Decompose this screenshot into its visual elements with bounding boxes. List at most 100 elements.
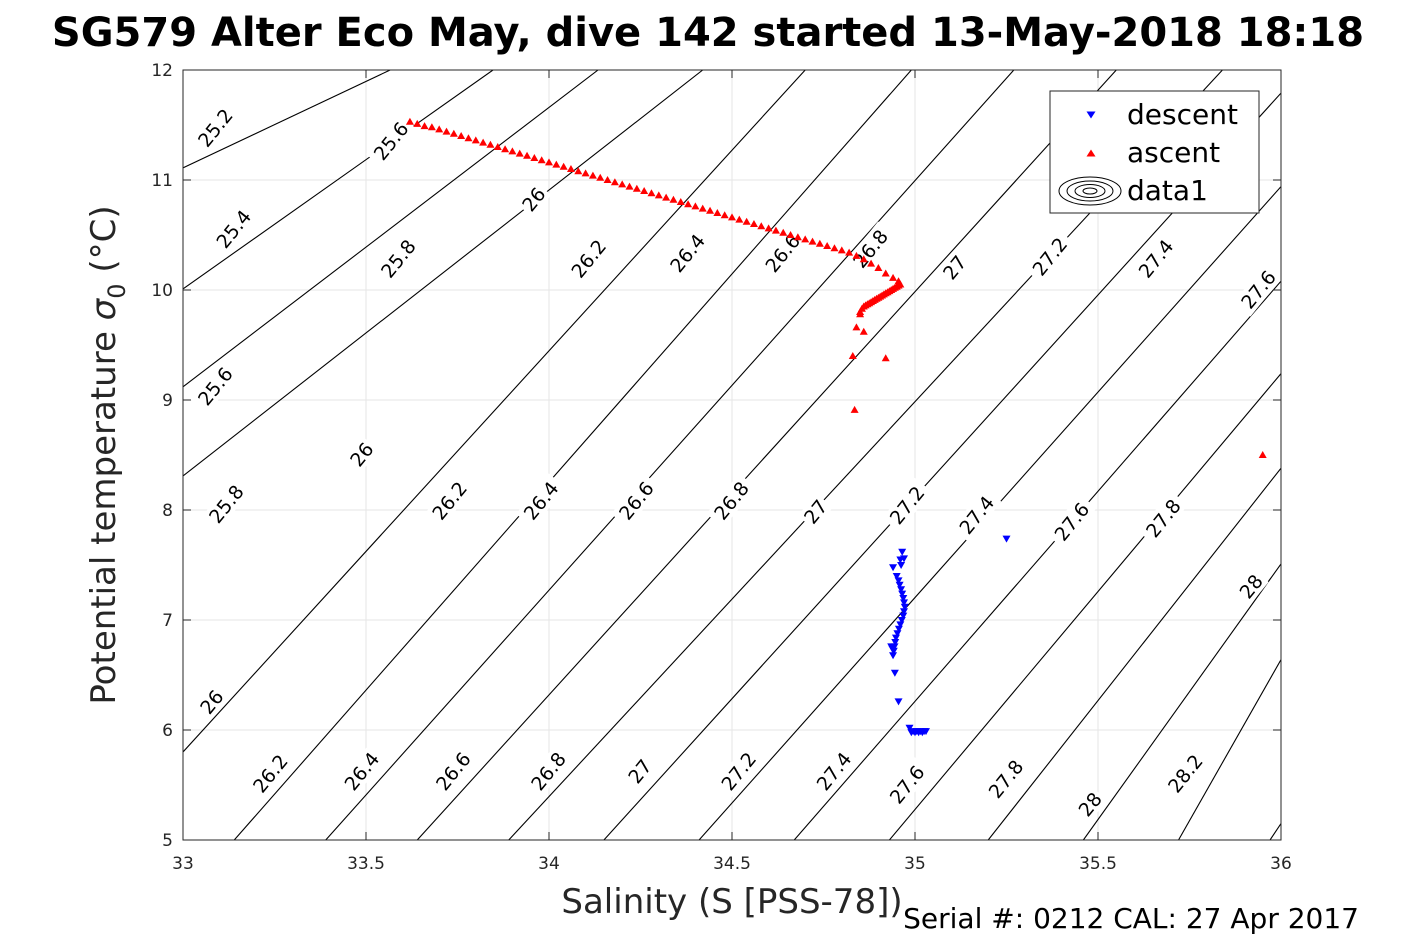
ascent-point (479, 138, 488, 146)
descent-point (891, 634, 900, 642)
ascent-point (486, 140, 495, 148)
contour-line (1178, 659, 1281, 840)
contour-line (183, 70, 391, 169)
ascent-point (603, 176, 612, 183)
ascent-point (867, 259, 876, 267)
legend-data1-label: data1 (1127, 174, 1208, 207)
ascent-point (859, 255, 868, 263)
ascent-point (786, 231, 795, 238)
descent-point (921, 728, 930, 736)
y-tick-label: 8 (162, 501, 173, 521)
ascent-point (654, 191, 663, 199)
contour-line (888, 373, 1281, 840)
serial-calibration-footer: Serial #: 0212 CAL: 27 Apr 2017 (903, 902, 1359, 935)
ascent-point (793, 233, 802, 241)
ascent-point (691, 202, 700, 210)
ascent-point (493, 143, 502, 150)
ascent-point (596, 173, 605, 181)
contour-label-bg (662, 225, 713, 281)
descent-series (887, 535, 1011, 737)
ascent-point (559, 162, 568, 170)
ascent-point (837, 246, 846, 254)
descent-point (889, 652, 898, 660)
descent-point (890, 669, 899, 677)
contour-line (416, 70, 1117, 840)
descent-point (1002, 535, 1011, 543)
x-tick-label: 35.5 (1079, 854, 1117, 874)
legend-ascent-label: ascent (1127, 136, 1220, 169)
contour-label-bg (336, 744, 387, 799)
descent-point (896, 621, 905, 629)
legend-descent-label: descent (1127, 98, 1238, 131)
contour-label-bg (373, 231, 424, 286)
ascent-point (625, 182, 634, 190)
contour-label-bg (1130, 231, 1181, 286)
x-tick-label: 36 (1270, 854, 1292, 874)
contour-label-bg (1160, 746, 1210, 801)
contour-label-bg (611, 473, 661, 528)
contour-label-bg (1046, 494, 1097, 549)
contour-label-bg (245, 746, 295, 801)
y-tick-label: 10 (151, 281, 173, 301)
descent-point (897, 586, 906, 594)
contour-label-bg (1024, 229, 1075, 284)
contour-label-bg (622, 752, 658, 790)
contour-label-bg (980, 751, 1031, 806)
descent-point (898, 548, 907, 556)
ascent-point (735, 215, 744, 223)
contour-label-bg (365, 113, 416, 168)
ascent-point (669, 195, 678, 203)
descent-point (892, 573, 901, 580)
y-axis-label: Potential temperature σ0 (°C) (84, 205, 134, 704)
contour-label-bg (1072, 785, 1108, 823)
contour-line (987, 467, 1281, 840)
contour-label-bg (190, 359, 241, 414)
contour-line (183, 70, 494, 290)
ascent-point (823, 242, 832, 249)
descent-point (899, 595, 908, 602)
contour-label-bg (936, 249, 973, 286)
ascent-point (427, 123, 436, 131)
ascent-point (405, 117, 414, 125)
ascent-point (442, 127, 451, 135)
ascent-point (757, 222, 766, 230)
contour-label-bg (881, 757, 932, 812)
contour-label-bg (563, 231, 614, 286)
contour-label-bg (797, 493, 834, 530)
ascent-point (508, 147, 517, 155)
ascent-point (684, 200, 693, 208)
legend-ascent-marker (1086, 149, 1096, 157)
descent-point (891, 639, 900, 646)
ascent-point (574, 167, 583, 175)
ascent-point (662, 193, 671, 201)
y-axis-ticks: 5 6 7 8 9 10 11 12 (151, 61, 1281, 851)
y-tick-label: 12 (151, 61, 173, 81)
descent-point (900, 608, 909, 616)
ascent-point (632, 184, 641, 192)
ascent-point (457, 132, 466, 139)
x-tick-label: 35 (904, 854, 926, 874)
ascent-point (566, 165, 575, 172)
descent-point (893, 630, 902, 638)
ascent-point (881, 269, 890, 277)
ascent-point (501, 145, 510, 153)
contour-line (183, 70, 599, 388)
contour-label-bg (1233, 262, 1284, 317)
ascent-point (749, 220, 758, 227)
contour-line (603, 92, 1281, 840)
contour-label-bg (713, 744, 764, 799)
descent-point (898, 590, 907, 598)
legend-data1-marker (1058, 176, 1122, 206)
y-tick-label: 6 (162, 721, 173, 741)
contour-line (183, 70, 704, 477)
y-tick-label: 7 (162, 611, 173, 631)
x-tick-label: 34 (538, 854, 560, 874)
descent-point (899, 612, 908, 620)
contour-line (233, 70, 912, 840)
ascent-point (523, 151, 532, 159)
ascent-series (405, 117, 1267, 458)
ascent-point (764, 224, 773, 232)
ascent-point (618, 180, 627, 188)
descent-point (894, 698, 903, 706)
ascent-point (779, 228, 788, 236)
